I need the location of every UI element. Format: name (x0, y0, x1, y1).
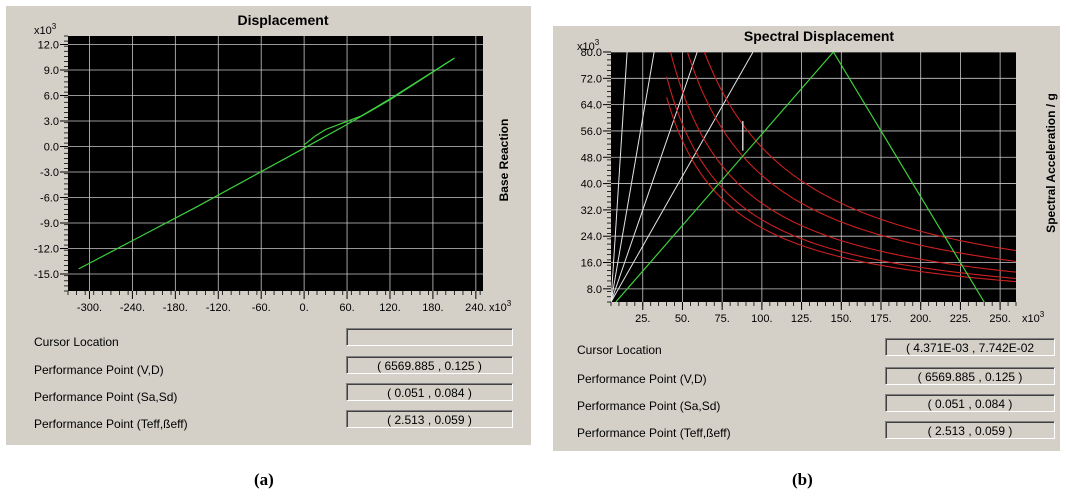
y-tick-label: 48.0 (581, 152, 602, 164)
performance-point-teff-label: Performance Point (Teff,ßeff) (577, 426, 731, 440)
y-tick-label: -15.0 (34, 269, 59, 281)
x-tick-label: 175. (870, 313, 891, 325)
demand-spectrum-curve (686, 52, 1016, 262)
caption-b: (b) (792, 470, 813, 489)
plot-content (611, 52, 1016, 302)
y-tick-label: 16.0 (581, 258, 602, 270)
y-tick-label: 56.0 (581, 126, 602, 138)
demand-spectrum-curve (670, 52, 1016, 273)
chart-title: Spectral Displacement (743, 28, 895, 44)
x-tick-label: 180. (422, 302, 443, 314)
y-tick-label: -12.0 (34, 244, 59, 256)
displacement-chart: -300. -240. -180. -120. -60. 0. 60. 120. 180. 240… (34, 22, 512, 314)
x-tick-label: 120. (379, 302, 400, 314)
y-tick-label: -6.0 (40, 193, 59, 205)
y-multiplier-label: x103 (34, 22, 57, 37)
x-tick-label: -180. (163, 302, 188, 314)
demand-spectrum-curve (703, 52, 1016, 252)
y-tick-label: 64.0 (581, 100, 602, 112)
chart-title: Displacement (237, 12, 329, 28)
x-tick-label: -120. (206, 302, 231, 314)
cursor-location-field (346, 328, 513, 346)
cursor-location-label: Cursor Location (34, 335, 119, 349)
x-tick-label: 200. (910, 313, 931, 325)
performance-point-teff-label: Performance Point (Teff,ßeff) (34, 417, 188, 431)
y-tick-label: 80.0 (581, 47, 602, 59)
demand-spectrum-curve (666, 76, 1016, 280)
performance-point-sasd-field: ( 0.051 , 0.084 ) (346, 383, 513, 401)
y-tick-label: 9.0 (44, 65, 59, 77)
x-tick-label: -240. (120, 302, 145, 314)
period-line (611, 52, 655, 302)
performance-point-sasd-label: Performance Point (Sa,Sd) (577, 399, 721, 413)
y-tick-label: 6.0 (44, 91, 59, 103)
x-multiplier-label: x103 (1022, 310, 1045, 325)
y-tick-label: -3.0 (40, 167, 59, 179)
spectral-displacement-chart: 25. 50. 75. 100. 125. 150. 175. 200. 225. 250. 8.0… (577, 38, 1045, 325)
x-tick-label: 25. (635, 313, 650, 325)
capacity-curve (303, 57, 455, 146)
y-tick-label: 72.0 (581, 73, 602, 85)
performance-point-sasd-field: ( 0.051 , 0.084 ) (885, 394, 1055, 412)
cursor-location-field: ( 4.371E-03 , 7.742E-02 (885, 338, 1055, 356)
y-tick-label: -9.0 (40, 218, 59, 230)
performance-point-vd-label: Performance Point (V,D) (577, 372, 707, 386)
y-tick-label: 0.0 (44, 142, 59, 154)
y-axis-label: Spectral Acceleration / g (1044, 93, 1058, 233)
performance-point-vd-label: Performance Point (V,D) (34, 363, 164, 377)
x-multiplier-label: x103 (489, 299, 512, 314)
performance-point-teff-field: ( 2.513 , 0.059 ) (885, 421, 1055, 439)
period-line (611, 52, 754, 302)
x-tick-label: 75. (715, 313, 730, 325)
caption-a: (a) (254, 470, 274, 489)
y-tick-label: 3.0 (44, 116, 59, 128)
x-tick-label: 150. (831, 313, 852, 325)
x-tick-label: 100. (751, 313, 772, 325)
cursor-location-label: Cursor Location (577, 343, 662, 357)
x-tick-label: 225. (950, 313, 971, 325)
pushover-panel-a: Displacement -300. -240. -180. -120. -60. 0. 6… (6, 6, 531, 445)
y-axis-label: Base Reaction (497, 118, 511, 202)
plot-area (611, 52, 1016, 302)
spectrum-panel-b: Spectral Displacement 25. 50. 75. 100. 125. 1… (553, 26, 1060, 451)
performance-point-teff-field: ( 2.513 , 0.059 ) (346, 410, 513, 428)
y-tick-label: 32.0 (581, 205, 602, 217)
performance-point-sasd-label: Performance Point (Sa,Sd) (34, 390, 178, 404)
y-multiplier-label: x103 (577, 38, 600, 53)
x-tick-label: 240. (465, 302, 486, 314)
x-tick-label: -60. (252, 302, 271, 314)
performance-point-vd-field: ( 6569.885 , 0.125 ) (346, 356, 513, 374)
demand-spectrum-curve (666, 97, 1016, 283)
x-tick-label: 60. (339, 302, 354, 314)
x-tick-label: 0. (300, 302, 309, 314)
capacity-curve (78, 57, 455, 270)
y-tick-label: 12.0 (38, 40, 59, 52)
y-tick-label: 8.0 (587, 284, 602, 296)
x-tick-label: 50. (675, 313, 690, 325)
y-tick-label: 40.0 (581, 179, 602, 191)
performance-point-vd-field: ( 6569.885 , 0.125 ) (885, 367, 1055, 385)
x-tick-label: -300. (77, 302, 102, 314)
x-tick-label: 125. (791, 313, 812, 325)
plot-content (68, 36, 483, 291)
x-tick-label: 250. (989, 313, 1010, 325)
capacity-spectrum-curve (615, 52, 985, 302)
period-line (611, 52, 628, 302)
y-tick-label: 24.0 (581, 231, 602, 243)
